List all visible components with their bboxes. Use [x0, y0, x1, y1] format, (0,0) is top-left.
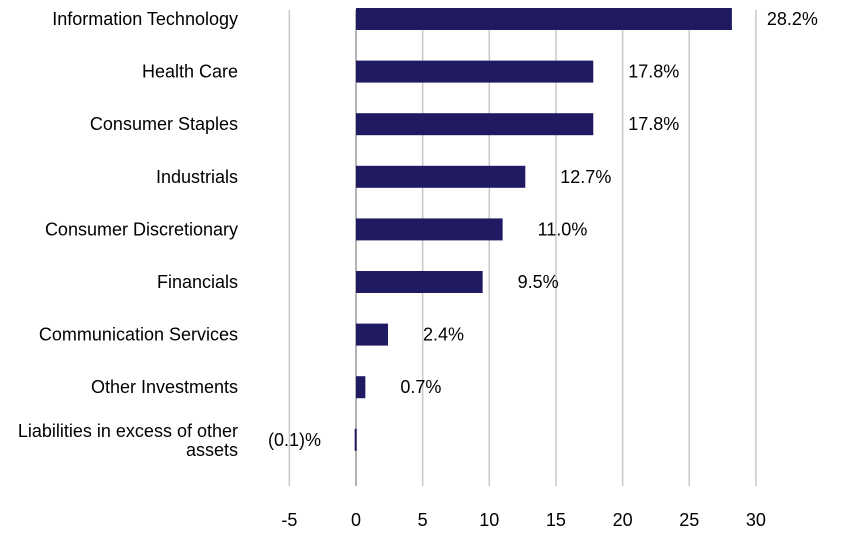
x-tick-label: 10 [479, 510, 499, 530]
x-tick-label: 15 [546, 510, 566, 530]
category-label: Health Care [142, 62, 238, 82]
bar [356, 165, 526, 188]
data-label: 28.2% [767, 9, 818, 29]
x-tick-label: -5 [281, 510, 297, 530]
x-tick-label: 20 [613, 510, 633, 530]
category-label: Other Investments [91, 377, 238, 397]
bar [356, 113, 594, 136]
bar [356, 60, 594, 83]
bar [356, 271, 483, 293]
data-label: 17.8% [628, 62, 679, 82]
bar [354, 428, 357, 451]
category-label: Liabilities in excess of other assets [18, 421, 238, 460]
grid-lines [288, 10, 757, 486]
category-label: Consumer Discretionary [45, 219, 238, 239]
data-label: 12.7% [560, 167, 611, 187]
data-label: 9.5% [518, 272, 559, 292]
x-tick-label: 5 [418, 510, 428, 530]
data-label: 11.0% [538, 219, 588, 239]
x-tick-label: 30 [746, 510, 766, 530]
bar [356, 218, 503, 241]
data-label: 17.8% [628, 114, 679, 134]
category-label: Financials [157, 272, 238, 292]
bars [354, 8, 732, 451]
data-labels: 28.2% 17.8% 17.8% 12.7% 11.0% 9.5% 2.4% 0.7% (0.… [268, 9, 818, 450]
category-label: Industrials [156, 167, 238, 187]
category-labels: Information Technology Health Care Consume… [18, 9, 238, 460]
bar [356, 323, 388, 346]
category-label: Information Technology [52, 9, 238, 29]
bar [356, 376, 366, 399]
data-label: 0.7% [400, 377, 441, 397]
bar [356, 8, 732, 30]
x-tick-label: 25 [679, 510, 699, 530]
category-label: Communication Services [39, 325, 238, 345]
category-label: Consumer Staples [90, 114, 238, 134]
data-label: 2.4% [423, 325, 464, 345]
x-axis-tick-labels: -5 0 5 10 15 20 25 30 [281, 510, 766, 530]
data-label: (0.1)% [268, 430, 321, 450]
x-tick-label: 0 [351, 510, 361, 530]
